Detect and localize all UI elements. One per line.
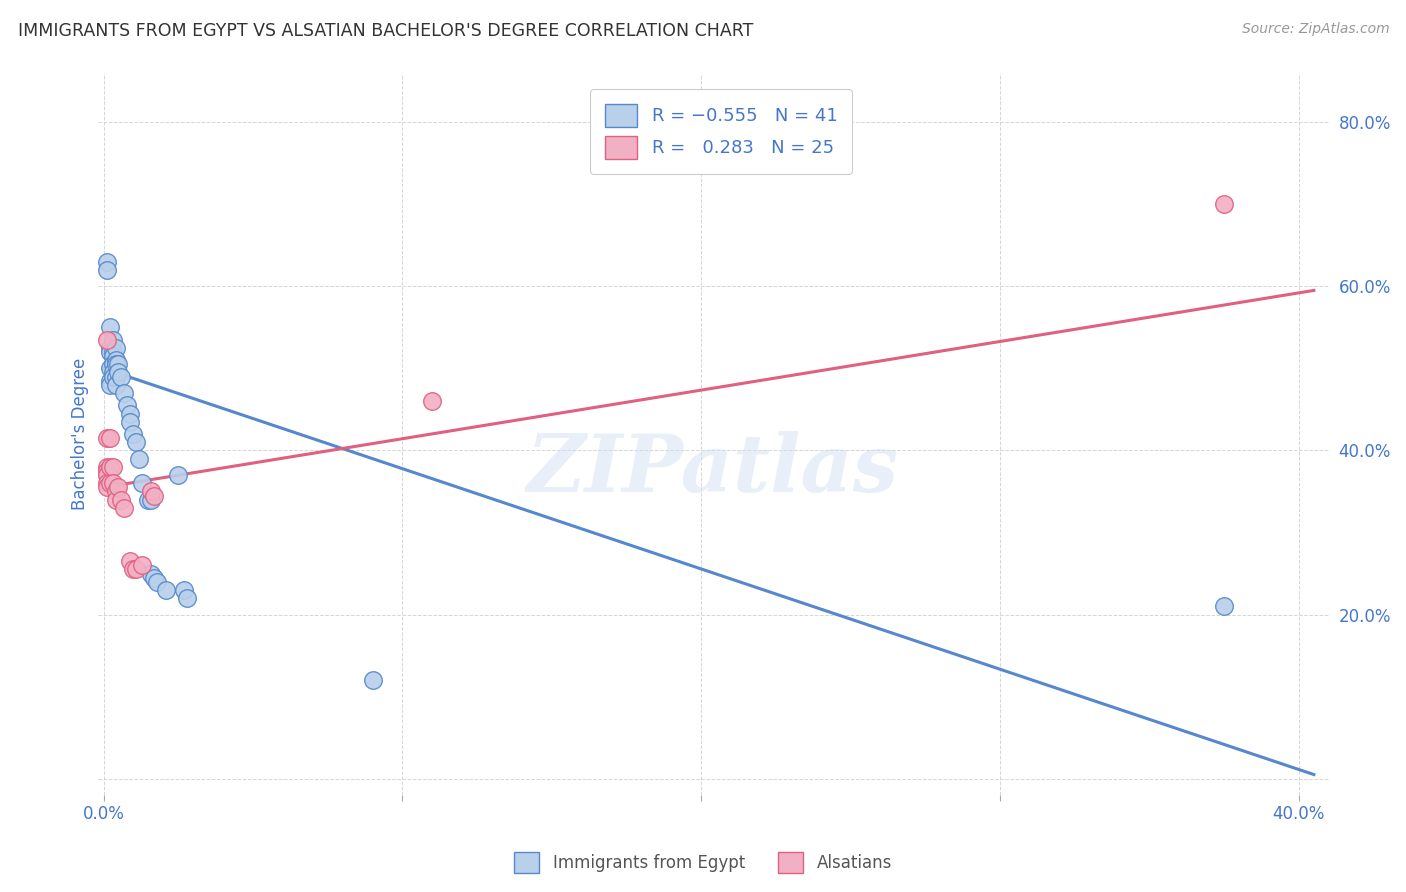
Point bbox=[176, 591, 198, 606]
Point bbox=[101, 333, 124, 347]
Point bbox=[96, 333, 118, 347]
Point bbox=[110, 369, 132, 384]
Point bbox=[101, 357, 124, 371]
Point bbox=[141, 484, 163, 499]
Point bbox=[138, 492, 160, 507]
Point bbox=[128, 451, 150, 466]
Point bbox=[104, 369, 127, 384]
Point bbox=[101, 349, 124, 363]
Point bbox=[114, 386, 136, 401]
Point bbox=[98, 341, 121, 355]
Point bbox=[107, 480, 129, 494]
Point bbox=[98, 377, 121, 392]
Point bbox=[96, 468, 118, 483]
Point bbox=[104, 377, 127, 392]
Point bbox=[104, 492, 127, 507]
Point bbox=[98, 459, 121, 474]
Point bbox=[98, 320, 121, 334]
Point bbox=[98, 476, 121, 491]
Point bbox=[96, 480, 118, 494]
Point bbox=[117, 398, 139, 412]
Point bbox=[146, 574, 169, 589]
Point bbox=[101, 345, 124, 359]
Point bbox=[101, 476, 124, 491]
Point bbox=[131, 476, 153, 491]
Legend: R = −0.555   N = 41, R =   0.283   N = 25: R = −0.555 N = 41, R = 0.283 N = 25 bbox=[591, 89, 852, 174]
Point bbox=[96, 263, 118, 277]
Point bbox=[143, 571, 166, 585]
Point bbox=[120, 415, 142, 429]
Text: ZIPatlas: ZIPatlas bbox=[527, 432, 900, 508]
Point bbox=[122, 427, 145, 442]
Point bbox=[155, 582, 177, 597]
Point bbox=[1213, 197, 1236, 211]
Point bbox=[120, 407, 142, 421]
Point bbox=[96, 254, 118, 268]
Point bbox=[122, 562, 145, 576]
Point bbox=[101, 369, 124, 384]
Point bbox=[420, 394, 443, 409]
Point bbox=[96, 464, 118, 478]
Point bbox=[101, 459, 124, 474]
Point bbox=[173, 582, 195, 597]
Point bbox=[96, 476, 118, 491]
Point bbox=[107, 357, 129, 371]
Point bbox=[98, 374, 121, 388]
Point bbox=[98, 345, 121, 359]
Point bbox=[361, 673, 384, 688]
Point bbox=[167, 468, 190, 483]
Point bbox=[125, 435, 148, 450]
Point bbox=[114, 500, 136, 515]
Point bbox=[98, 361, 121, 376]
Point bbox=[96, 459, 118, 474]
Y-axis label: Bachelor's Degree: Bachelor's Degree bbox=[72, 358, 89, 510]
Point bbox=[131, 558, 153, 573]
Text: IMMIGRANTS FROM EGYPT VS ALSATIAN BACHELOR'S DEGREE CORRELATION CHART: IMMIGRANTS FROM EGYPT VS ALSATIAN BACHEL… bbox=[18, 22, 754, 40]
Point bbox=[143, 489, 166, 503]
Point bbox=[104, 484, 127, 499]
Point bbox=[104, 357, 127, 371]
Point bbox=[141, 566, 163, 581]
Point bbox=[104, 341, 127, 355]
Point bbox=[96, 431, 118, 445]
Point bbox=[141, 492, 163, 507]
Legend: Immigrants from Egypt, Alsatians: Immigrants from Egypt, Alsatians bbox=[508, 846, 898, 880]
Point bbox=[101, 366, 124, 380]
Text: Source: ZipAtlas.com: Source: ZipAtlas.com bbox=[1241, 22, 1389, 37]
Point bbox=[104, 353, 127, 368]
Point bbox=[107, 366, 129, 380]
Point bbox=[98, 431, 121, 445]
Point bbox=[1213, 599, 1236, 614]
Point bbox=[110, 492, 132, 507]
Point bbox=[120, 554, 142, 568]
Point bbox=[125, 562, 148, 576]
